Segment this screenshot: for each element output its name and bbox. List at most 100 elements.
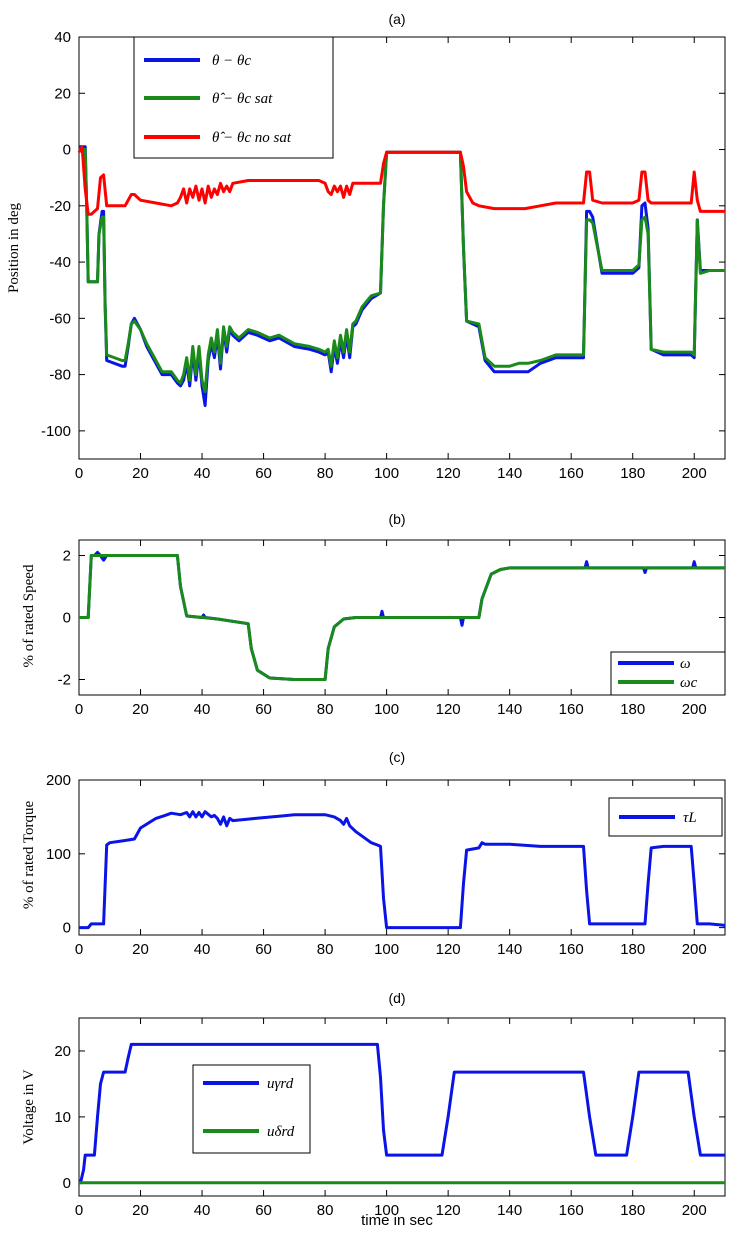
x-tick-label: 160: [559, 941, 584, 958]
legend-label-u-gamma: uγrd: [267, 1076, 294, 1092]
legend-label-theta-hat-nosat: θ̂ − θc no sat: [212, 130, 292, 146]
x-tick-label: 100: [374, 941, 399, 958]
x-tick-label: 160: [559, 1202, 584, 1219]
x-axis-label: time in sec: [361, 1212, 433, 1229]
panel-d-title: (d): [388, 990, 405, 1006]
panel-d-legend: uγrd uδrd: [192, 1064, 311, 1154]
legend-box: [610, 651, 726, 696]
y-tick-label: -80: [49, 367, 71, 384]
x-tick-label: 20: [132, 465, 149, 482]
x-tick-label: 140: [497, 701, 522, 718]
panel-b-ylabel: % of rated Speed: [21, 564, 37, 667]
panel-a-plot-area: [77, 145, 725, 407]
x-tick-label: 100: [374, 1202, 399, 1219]
x-tick-label: 40: [194, 701, 211, 718]
y-tick-label: 0: [63, 920, 71, 937]
panel-d-plot-area: [79, 1042, 725, 1185]
x-tick-label: 180: [620, 1202, 645, 1219]
x-tick-label: 100: [374, 701, 399, 718]
panel-b-title: (b): [388, 511, 405, 527]
series-line-3: [77, 145, 725, 216]
y-tick-label: -40: [49, 254, 71, 271]
legend-label-u-delta: uδrd: [267, 1124, 295, 1140]
panel-d-ylabel: Voltage in V: [21, 1069, 37, 1144]
x-tick-label: 60: [255, 465, 272, 482]
legend-label-tau: τL: [683, 810, 697, 826]
x-tick-label: 40: [194, 941, 211, 958]
legend-box: [192, 1064, 311, 1154]
x-tick-label: 20: [132, 941, 149, 958]
panel-c-plot-area: [79, 810, 726, 930]
x-tick-label: 160: [559, 701, 584, 718]
panel-a: (a) Position in deg 0 20 40 60 80 100 120 140 16…: [6, 11, 726, 482]
x-tick-label: 80: [317, 465, 334, 482]
x-tick-label: 60: [255, 941, 272, 958]
panel-c-title: (c): [389, 749, 405, 765]
panel-c-axis-ticks: 0 20 40 60 80 100 120 140 160 180 200 0 100 200: [46, 772, 725, 958]
x-tick-label: 120: [436, 1202, 461, 1219]
panel-d-axis-ticks: 0 20 40 60 80 100 120 140 160 180 200 0 10 20: [54, 1018, 725, 1219]
legend-label-theta-hat-sat: θ̂ − θc sat: [212, 91, 273, 107]
legend-label-theta: θ − θc: [212, 53, 251, 69]
panel-c-legend: τL: [608, 797, 723, 837]
x-tick-label: 0: [75, 1202, 83, 1219]
x-tick-label: 200: [682, 701, 707, 718]
panel-c-frame: [78, 779, 726, 936]
series-line-1: [79, 810, 726, 930]
panel-a-axis-ticks: 0 20 40 60 80 100 120 140 160 180 200-100-80-60-40…: [41, 29, 725, 482]
legend-label-omega-c: ωc: [680, 675, 698, 691]
x-tick-label: 0: [75, 465, 83, 482]
y-tick-label: 20: [54, 85, 71, 102]
y-tick-label: -2: [58, 672, 71, 689]
x-tick-label: 0: [75, 941, 83, 958]
panel-b-plot-area: [79, 550, 725, 681]
legend-label-omega: ω: [680, 656, 691, 672]
series-line-1: [79, 1042, 725, 1185]
panel-d: (d) Voltage in V 0 20 40 60 80 100 120 140 160 18…: [21, 990, 726, 1229]
panel-c-ylabel: % of rated Torque: [21, 801, 37, 910]
panel-a-legend: θ − θc θ̂ − θc sat θ̂ − θc no sat: [133, 36, 334, 159]
x-tick-label: 80: [317, 701, 334, 718]
x-tick-label: 200: [682, 465, 707, 482]
x-tick-label: 20: [132, 701, 149, 718]
x-tick-label: 40: [194, 1202, 211, 1219]
x-tick-label: 140: [497, 1202, 522, 1219]
x-tick-label: 120: [436, 465, 461, 482]
x-tick-label: 20: [132, 1202, 149, 1219]
y-tick-label: 0: [63, 142, 71, 159]
x-tick-label: 140: [497, 465, 522, 482]
x-tick-label: 60: [255, 701, 272, 718]
panel-a-title: (a): [388, 11, 405, 27]
panel-a-frame: [78, 36, 726, 460]
y-tick-label: 100: [46, 846, 71, 863]
y-tick-label: 10: [54, 1109, 71, 1126]
x-tick-label: 120: [436, 701, 461, 718]
panel-b-axis-ticks: 0 20 40 60 80 100 120 140 160 180 200-202: [58, 540, 725, 718]
series-line-2: [79, 554, 725, 681]
y-tick-label: -20: [49, 198, 71, 215]
x-tick-label: 180: [620, 701, 645, 718]
y-tick-label: 200: [46, 772, 71, 789]
y-tick-label: -60: [49, 310, 71, 327]
x-tick-label: 180: [620, 465, 645, 482]
series-line-1: [79, 145, 725, 407]
x-tick-label: 80: [317, 941, 334, 958]
y-tick-label: -100: [41, 423, 71, 440]
x-tick-label: 40: [194, 465, 211, 482]
x-tick-label: 200: [682, 1202, 707, 1219]
x-tick-label: 80: [317, 1202, 334, 1219]
y-tick-label: 20: [54, 1043, 71, 1060]
panel-b: (b) % of rated Speed 0 20 40 60 80 100 120 140 1…: [21, 511, 726, 718]
x-tick-label: 180: [620, 941, 645, 958]
x-tick-label: 60: [255, 1202, 272, 1219]
y-tick-label: 0: [63, 1175, 71, 1192]
x-tick-label: 200: [682, 941, 707, 958]
series-line-2: [79, 148, 725, 393]
panel-b-legend: ω ωc: [610, 651, 726, 696]
panel-c: (c) % of rated Torque 0 20 40 60 80 100 120 140…: [21, 749, 726, 958]
x-tick-label: 100: [374, 465, 399, 482]
y-tick-label: 40: [54, 29, 71, 46]
y-tick-label: 0: [63, 610, 71, 627]
x-tick-label: 0: [75, 701, 83, 718]
